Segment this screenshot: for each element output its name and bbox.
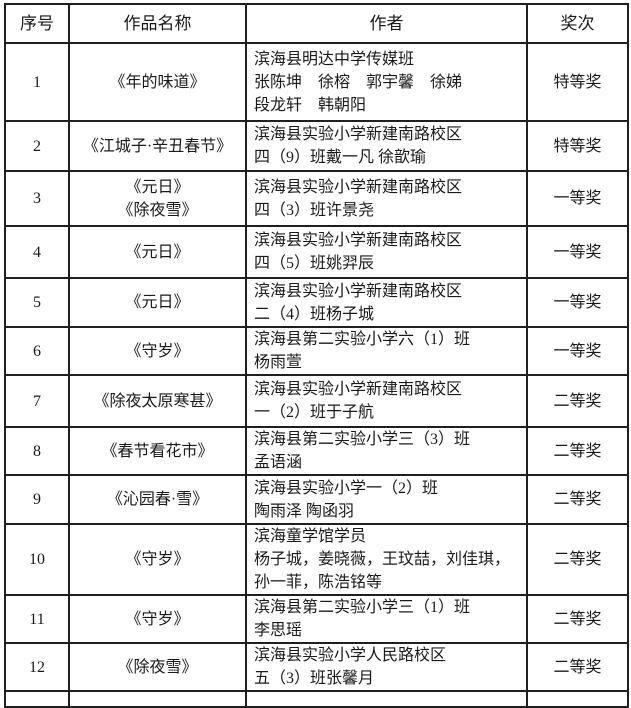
row-serial-number: 5 (4, 277, 70, 328)
row-serial-number: 7 (4, 374, 70, 428)
table-row: 6 《守岁》 滨海县第二实验小学六（1）班 杨雨萱 一等奖 (4, 326, 629, 376)
row-author-info: 滨海县实验小学人民路校区 五（3）班张馨月 (245, 642, 528, 692)
header-row: 序号 作品名称 作者 奖次 (4, 3, 629, 44)
row-serial-number: 2 (4, 120, 70, 172)
table-row: 5 《元日》 滨海县实验小学新建南路校区 二（4）班杨子城 一等奖 (4, 277, 629, 328)
row-author-info: 滨海县实验小学一（2）班 陶雨泽 陶函羽 (245, 474, 528, 525)
row-work-title: 《元日》 (68, 277, 247, 328)
header-work-title: 作品名称 (68, 3, 247, 44)
table-body: 1 《年的味道》 滨海县明达中学传媒班 张陈坤 徐榕 郭宇馨 徐娣 段龙轩 韩朝阳 … (4, 42, 629, 692)
table-row: 10 《守岁》 滨海童学馆学员 杨子城，姜晓薇，王玟喆，刘佳琪， 孙一菲，陈浩铭等 … (4, 523, 629, 596)
row-author-info: 滨海县实验小学新建南路校区 四（9）班戴一凡 徐歆瑜 (245, 120, 528, 172)
row-work-title: 《元日》 《除夜雪》 (68, 170, 247, 227)
awards-table-container: 序号 作品名称 作者 奖次 1 《年的味道》 滨海县明达中学传媒班 张陈坤 徐榕 … (4, 3, 629, 708)
row-author-info: 滨海县明达中学传媒班 张陈坤 徐榕 郭宇馨 徐娣 段龙轩 韩朝阳 (245, 42, 528, 122)
row-author-info: 滨海县实验小学新建南路校区 一（2）班于子航 (245, 374, 528, 428)
table-row: 4 《元日》 滨海县实验小学新建南路校区 四（5）班姚羿辰 一等奖 (4, 225, 629, 279)
row-serial-number: 8 (4, 426, 70, 476)
table-row: 3 《元日》 《除夜雪》 滨海县实验小学新建南路校区 四（3）班许景尧 一等奖 (4, 170, 629, 227)
row-award-level: 一等奖 (526, 326, 629, 376)
row-work-title: 《春节看花市》 (68, 426, 247, 476)
table-row: 9 《沁园春·雪》 滨海县实验小学一（2）班 陶雨泽 陶函羽 二等奖 (4, 474, 629, 525)
row-award-level: 二等奖 (526, 374, 629, 428)
row-award-level: 二等奖 (526, 523, 629, 596)
table-row: 1 《年的味道》 滨海县明达中学传媒班 张陈坤 徐榕 郭宇馨 徐娣 段龙轩 韩朝阳 … (4, 42, 629, 122)
row-serial-number: 10 (4, 523, 70, 596)
row-award-level: 二等奖 (526, 594, 629, 644)
row-serial-number: 3 (4, 170, 70, 227)
row-award-level: 一等奖 (526, 170, 629, 227)
row-serial-number: 11 (4, 594, 70, 644)
row-serial-number: 4 (4, 225, 70, 279)
awards-table: 序号 作品名称 作者 奖次 1 《年的味道》 滨海县明达中学传媒班 张陈坤 徐榕 … (4, 3, 629, 708)
table-row: 11 《守岁》 滨海县第二实验小学三（1）班 李思瑶 二等奖 (4, 594, 629, 644)
row-serial-number: 9 (4, 474, 70, 525)
row-award-level: 二等奖 (526, 642, 629, 692)
partial-row (4, 690, 629, 708)
row-author-info: 滨海县第二实验小学三（1）班 李思瑶 (245, 594, 528, 644)
table-row: 8 《春节看花市》 滨海县第二实验小学三（3）班 孟语涵 二等奖 (4, 426, 629, 476)
header-award-level: 奖次 (526, 3, 629, 44)
row-award-level: 二等奖 (526, 426, 629, 476)
row-award-level: 特等奖 (526, 42, 629, 122)
row-serial-number: 1 (4, 42, 70, 122)
partial-row-body (4, 690, 629, 708)
row-serial-number: 6 (4, 326, 70, 376)
row-work-title: 《沁园春·雪》 (68, 474, 247, 525)
row-work-title: 《守岁》 (68, 594, 247, 644)
row-work-title: 《除夜雪》 (68, 642, 247, 692)
partial-cell (526, 690, 629, 708)
row-work-title: 《江城子·辛丑春节》 (68, 120, 247, 172)
row-author-info: 滨海县第二实验小学三（3）班 孟语涵 (245, 426, 528, 476)
table-row: 7 《除夜太原寒甚》 滨海县实验小学新建南路校区 一（2）班于子航 二等奖 (4, 374, 629, 428)
row-award-level: 一等奖 (526, 277, 629, 328)
header-serial-number: 序号 (4, 3, 70, 44)
row-award-level: 一等奖 (526, 225, 629, 279)
row-work-title: 《守岁》 (68, 523, 247, 596)
row-serial-number: 12 (4, 642, 70, 692)
partial-cell (68, 690, 247, 708)
row-author-info: 滨海童学馆学员 杨子城，姜晓薇，王玟喆，刘佳琪， 孙一菲，陈浩铭等 (245, 523, 528, 596)
row-work-title: 《元日》 (68, 225, 247, 279)
table-row: 2 《江城子·辛丑春节》 滨海县实验小学新建南路校区 四（9）班戴一凡 徐歆瑜 特… (4, 120, 629, 172)
partial-cell (245, 690, 528, 708)
row-author-info: 滨海县实验小学新建南路校区 四（3）班许景尧 (245, 170, 528, 227)
header-author: 作者 (245, 3, 528, 44)
row-author-info: 滨海县实验小学新建南路校区 四（5）班姚羿辰 (245, 225, 528, 279)
row-award-level: 特等奖 (526, 120, 629, 172)
table-header: 序号 作品名称 作者 奖次 (4, 3, 629, 44)
row-author-info: 滨海县实验小学新建南路校区 二（4）班杨子城 (245, 277, 528, 328)
row-work-title: 《年的味道》 (68, 42, 247, 122)
row-work-title: 《守岁》 (68, 326, 247, 376)
row-author-info: 滨海县第二实验小学六（1）班 杨雨萱 (245, 326, 528, 376)
table-row: 12 《除夜雪》 滨海县实验小学人民路校区 五（3）班张馨月 二等奖 (4, 642, 629, 692)
row-work-title: 《除夜太原寒甚》 (68, 374, 247, 428)
partial-cell (4, 690, 70, 708)
row-award-level: 二等奖 (526, 474, 629, 525)
